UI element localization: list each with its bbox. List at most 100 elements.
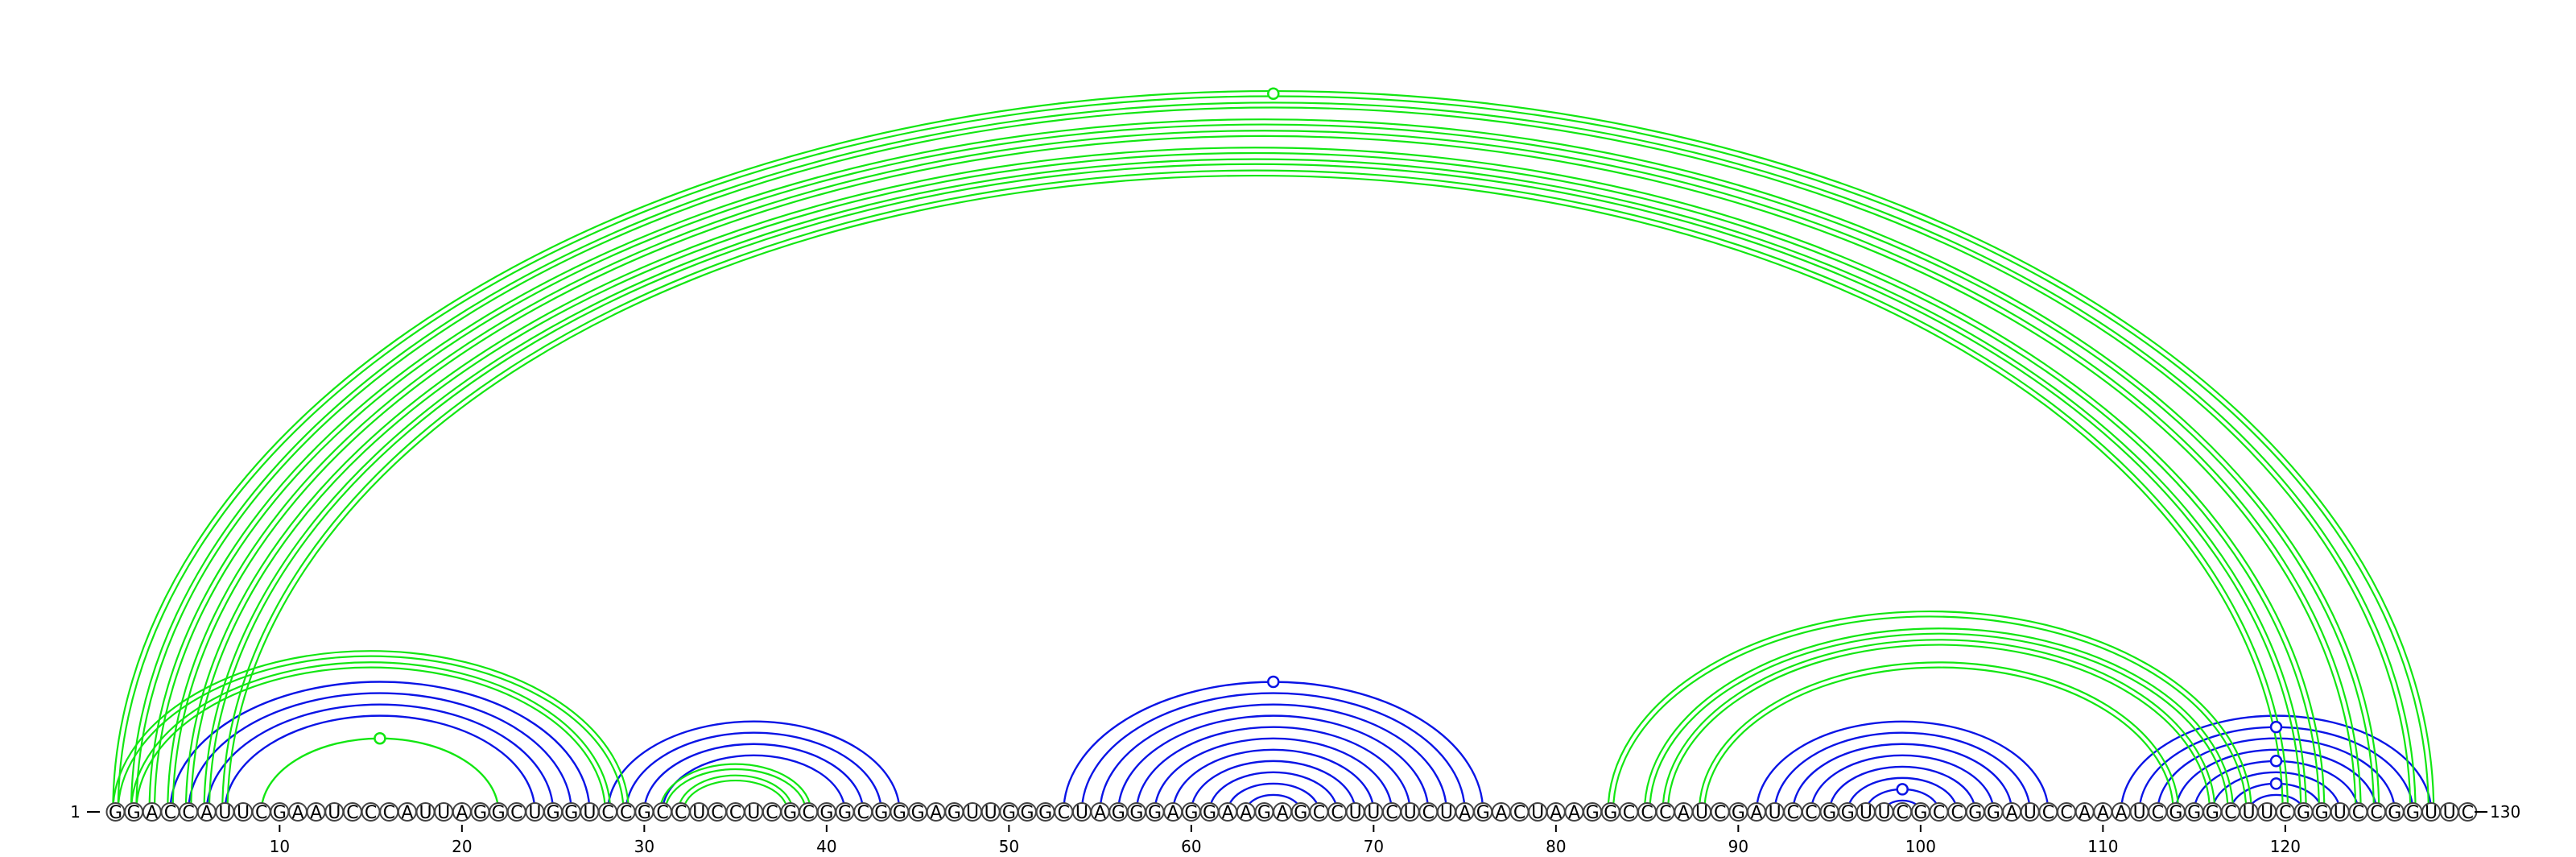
base-pair-arc-green-inner <box>664 768 807 813</box>
nucleotide-letter: U <box>2334 803 2347 823</box>
base-pair-arc-green-inner <box>682 780 789 813</box>
nucleotide-letter: G <box>2206 803 2219 823</box>
nucleotide-letter: C <box>1513 803 1525 823</box>
nucleotide-letter: G <box>947 803 961 823</box>
nucleotide-letter: U <box>747 803 760 823</box>
base-pair-arc-blue <box>1154 737 1393 813</box>
nucleotide-letter: U <box>1075 803 1088 823</box>
nucleotide-letter: C <box>1951 803 1963 823</box>
axis-tick-label: 100 <box>1905 837 1936 856</box>
axis-tick-label: 110 <box>2087 837 2118 856</box>
nucleotide-letter: A <box>456 803 468 823</box>
arc-apex-marker <box>374 731 386 745</box>
base-pair-arc-blue <box>643 743 865 813</box>
nucleotide-letter: G <box>1586 803 1600 823</box>
base-pair-arc-green-outer <box>203 158 2307 813</box>
base-pair-arc-green-outer <box>130 101 2417 813</box>
ticks-layer: 10 20 30 40 50 60 70 80 90 100 110 120 <box>270 825 2301 856</box>
nucleotide-letter: C <box>164 803 176 823</box>
nucleotide-letter: G <box>2187 803 2201 823</box>
base-pair-arc-green-inner <box>190 151 2321 813</box>
nucleotide-letter: C <box>2042 803 2054 823</box>
nucleotide-letter: U <box>419 803 431 823</box>
arc-apex-marker <box>1267 87 1280 101</box>
nucleotide-letter: A <box>2097 803 2109 823</box>
nucleotide-letter: G <box>1913 803 1927 823</box>
nucleotide-letter: G <box>838 803 852 823</box>
arcs-layer <box>112 89 2435 813</box>
base-pair-arc-blue <box>1773 731 2031 813</box>
base-pair-arc-blue <box>1099 703 1448 813</box>
base-pair-arc-blue <box>187 692 572 813</box>
nucleotide-letter: C <box>2352 803 2364 823</box>
base-pair-arc-green-outer <box>130 661 612 813</box>
base-pair-arc-green-outer <box>112 650 630 813</box>
nucleotide-letter: U <box>966 803 979 823</box>
arc-apex-marker <box>2269 720 2283 734</box>
nucleotide-letter: C <box>2060 803 2072 823</box>
axis-tick-label: 60 <box>1181 837 1201 856</box>
base-pair-arc-green-inner <box>135 666 606 813</box>
base-pair-arc-green-outer <box>677 774 794 813</box>
nucleotide-letter: U <box>528 803 541 823</box>
nucleotide-letter: C <box>2370 803 2382 823</box>
base-pair-arc-blue <box>1208 771 1339 813</box>
base-pair-arc-green-inner <box>1612 615 2248 813</box>
nucleotide-letter: A <box>1550 803 1562 823</box>
nucleotide-letter: C <box>857 803 869 823</box>
nucleotide-letter: U <box>2242 803 2255 823</box>
nucleotide-letter: G <box>547 803 560 823</box>
nucleotide-letter: G <box>1148 803 1162 823</box>
base-pair-arc-blue <box>2211 771 2341 813</box>
nucleotide-letter: U <box>1769 803 1781 823</box>
base-pair-arc-blue <box>1063 681 1484 813</box>
base-pair-arc-green-outer <box>1662 639 2216 813</box>
nucleotide-letter: G <box>2297 803 2310 823</box>
arc-apex-marker <box>1896 783 1909 796</box>
nucleotide-letter: G <box>1020 803 1034 823</box>
nucleotide-letter: C <box>1897 803 1909 823</box>
nucleotide-letter: C <box>711 803 723 823</box>
base-pair-arc-blue <box>1792 743 2013 813</box>
base-pair-arc-green-outer <box>148 118 2380 813</box>
base-pair-arc-green-outer <box>658 763 812 813</box>
base-pair-arc-blue <box>1810 754 1995 813</box>
nucleotide-letter: A <box>2006 803 2018 823</box>
base-pair-arc-green-outer <box>1643 627 2235 813</box>
base-pair-arc-green-outer <box>1607 610 2252 813</box>
axis-tick-label: 80 <box>1546 837 1566 856</box>
axis-tick-label: 50 <box>999 837 1019 856</box>
nucleotide-letter: G <box>2388 803 2401 823</box>
nucleotide-letter: A <box>2079 803 2091 823</box>
nucleotide-letter: A <box>1240 803 1252 823</box>
base-pair-arc-blue <box>1172 748 1375 813</box>
axis-tick-label: 20 <box>452 837 472 856</box>
nucleotide-letter: G <box>1294 803 1307 823</box>
nucleotide-letter: C <box>2152 803 2164 823</box>
nucleotide-letter: U <box>2443 803 2456 823</box>
nucleotide-letter: A <box>1495 803 1507 823</box>
nucleotide-letter: G <box>1002 803 1016 823</box>
nucleotide-letter: A <box>310 803 322 823</box>
nucleotide-letter: A <box>1568 803 1580 823</box>
nucleotide-letter: U <box>2425 803 2438 823</box>
nucleotide-letter: G <box>2315 803 2329 823</box>
nucleotide-letter: U <box>218 803 231 823</box>
nucleotide-letter: G <box>1841 803 1855 823</box>
nucleotide-letter: A <box>146 803 158 823</box>
nucleotide-letter: G <box>2169 803 2182 823</box>
nucleotide-letter: C <box>1313 803 1325 823</box>
arc-apex-marker <box>2269 755 2283 768</box>
nucleotide-letter: U <box>1695 803 1708 823</box>
axis-tick-label: 70 <box>1364 837 1384 856</box>
nucleotide-letter: G <box>1257 803 1271 823</box>
nucleotide-letter: C <box>510 803 522 823</box>
nucleotide-letter: G <box>783 803 797 823</box>
nucleotide-letter: C <box>2462 803 2474 823</box>
base-pair-arc-blue <box>625 731 882 813</box>
arc-apex-marker <box>2269 777 2283 790</box>
nucleotide-letter: C <box>182 803 194 823</box>
nucleotide-letter: G <box>1987 803 2000 823</box>
nucleotide-letter: A <box>401 803 413 823</box>
nucleotide-letter: G <box>1823 803 1836 823</box>
